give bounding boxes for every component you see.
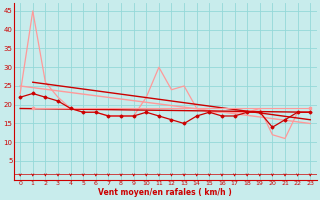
X-axis label: Vent moyen/en rafales ( km/h ): Vent moyen/en rafales ( km/h ): [98, 188, 232, 197]
